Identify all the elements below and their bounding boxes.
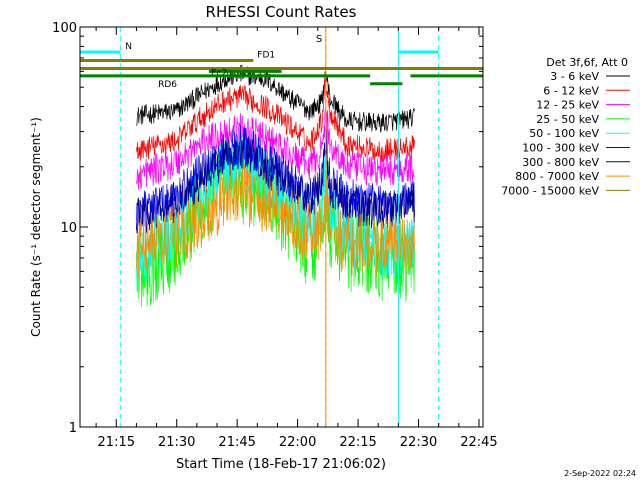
state-bar-label-4: Ec2	[211, 68, 227, 78]
y-axis-label: Count Rate (s⁻¹ detector segment⁻¹)	[29, 117, 43, 337]
series-line-1	[136, 77, 415, 163]
legend-label-5: 100 - 300 keV	[522, 142, 599, 155]
legend-label-2: 12 - 25 keV	[536, 99, 599, 112]
legend-label-7: 800 - 7000 keV	[515, 170, 599, 183]
state-bar-label-2: FD1	[257, 50, 275, 60]
y-tick-label-0: 1	[69, 421, 77, 436]
date-stamp: 2-Sep-2022 02:24	[564, 469, 636, 478]
legend-title: Det 3f,6f, Att 0	[546, 56, 628, 69]
plot-area: S N FD1 Ec2 RD6	[79, 27, 483, 427]
x-tick-label-5: 22:30	[400, 435, 437, 450]
y-tick-label-2: 100	[52, 21, 77, 36]
x-tick-label-0: 21:15	[98, 435, 135, 450]
series-line-7	[136, 163, 415, 278]
state-bar-label-0: N	[125, 42, 132, 52]
x-tick-label-6: 22:45	[460, 435, 497, 450]
x-tick-label-2: 21:45	[218, 435, 255, 450]
legend-label-4: 50 - 100 keV	[529, 127, 599, 140]
chart-title: RHESSI Count Rates	[206, 3, 357, 21]
x-tick-label-4: 22:15	[339, 435, 376, 450]
x-tick-label-1: 21:30	[158, 435, 195, 450]
x-axis-label: Start Time (18-Feb-17 21:06:02)	[176, 457, 386, 472]
series-line-6	[136, 134, 415, 237]
series-line-0	[136, 64, 415, 133]
y-tick-label-1: 10	[60, 221, 77, 236]
legend-label-8: 7000 - 15000 keV	[501, 184, 599, 197]
vertical-marker-label-2: S	[316, 34, 322, 45]
legend-label-3: 25 - 50 keV	[536, 113, 599, 126]
legend-label-0: 3 - 6 keV	[550, 70, 599, 83]
x-tick-label-3: 22:00	[279, 435, 316, 450]
legend-label-1: 6 - 12 keV	[543, 84, 599, 97]
state-bar-label-5: RD6	[158, 80, 177, 90]
legend-label-6: 300 - 800 keV	[522, 156, 599, 169]
axes: 21:15 21:30 21:45 22:00 22:15 22:30 22:45 1 10 10…	[52, 21, 498, 450]
series-line-2	[136, 108, 415, 190]
